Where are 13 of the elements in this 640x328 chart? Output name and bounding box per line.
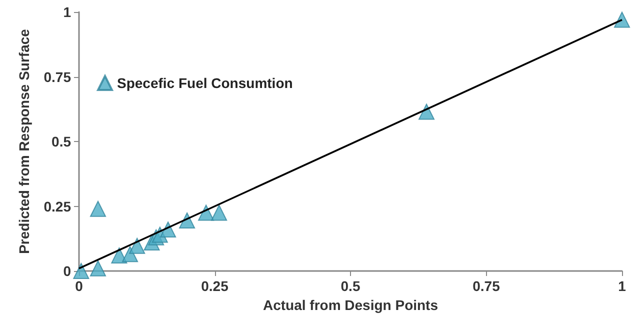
y-tick-label: 0.25 [44,198,72,214]
x-axis-title: Actual from Design Points [262,296,438,313]
x-tick-label: 0.25 [201,278,229,294]
x-tick-label: 0 [75,278,84,294]
y-tick-label: 0.5 [52,134,72,150]
x-tick-label: 1 [618,278,626,294]
x-tick-label: 0.5 [340,278,360,294]
y-tick-label: 0 [63,263,72,279]
y-axis-title: Predicted from Response Surface [16,28,32,254]
legend-label: Specefic Fuel Consumtion [117,75,293,91]
x-tick-label: 0.75 [472,278,500,294]
y-tick-label: 0.75 [44,68,72,85]
y-tick-label: 1 [63,4,72,20]
